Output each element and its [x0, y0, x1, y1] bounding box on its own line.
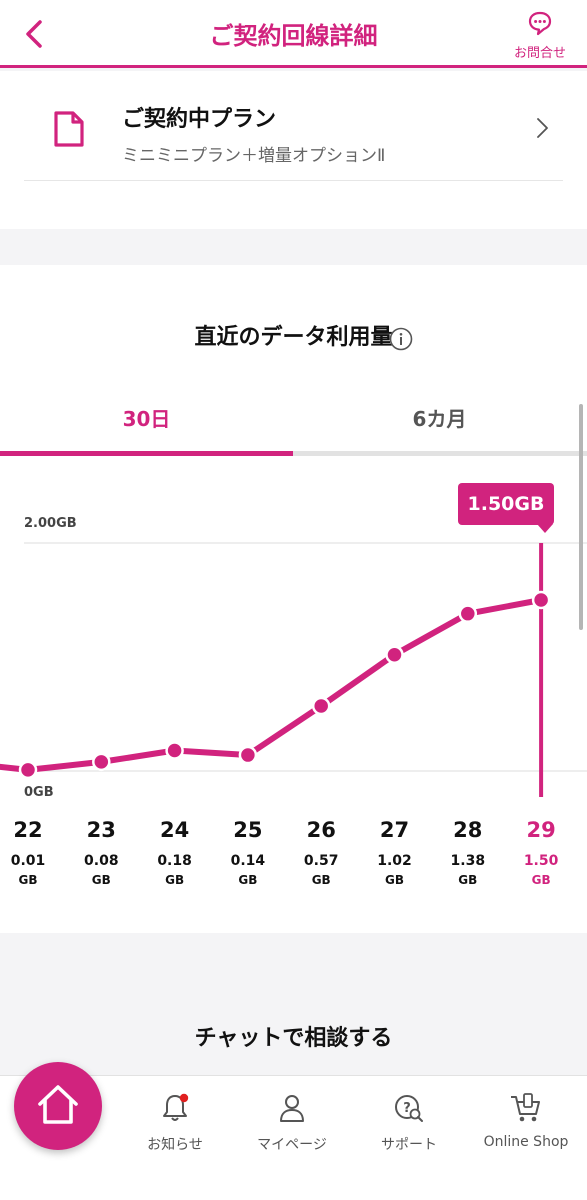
inquiry-button[interactable]: お問合せ [507, 10, 573, 61]
current-plan-row[interactable]: ご契約中プラン ミニミニプラン＋増量オプションⅡ [24, 71, 563, 181]
day-label-25: 25 [233, 818, 262, 842]
unit-label-22: GB [19, 873, 38, 887]
series-line [0, 597, 545, 773]
plan-title: ご契約中プラン [122, 107, 277, 132]
svg-text:?: ? [403, 1101, 411, 1116]
unit-label-29: GB [532, 873, 551, 887]
value-label-23: 0.08 [84, 853, 119, 869]
unit-label-28: GB [458, 873, 477, 887]
nav-item-mypage[interactable]: マイページ [237, 1092, 347, 1154]
nav-label-online-shop: Online Shop [483, 1134, 569, 1150]
bell-icon [163, 1093, 189, 1121]
nav-label-support: サポート [381, 1137, 437, 1153]
chat-bubble-icon [528, 11, 552, 36]
back-button[interactable] [14, 14, 54, 54]
chevron-left-icon [26, 20, 42, 48]
day-label-29: 29 [526, 818, 555, 842]
value-label-27: 1.02 [377, 853, 412, 869]
document-icon [54, 111, 84, 147]
unit-label-26: GB [312, 873, 331, 887]
day-label-28: 28 [453, 818, 482, 842]
data-point-24 [165, 741, 184, 760]
day-label-26: 26 [307, 818, 336, 842]
value-label-24: 0.18 [157, 853, 192, 869]
data-point-27 [385, 645, 404, 664]
chat-title[interactable]: チャットで相談する [194, 1026, 393, 1051]
data-point-29 [531, 590, 551, 610]
selected-value-tooltip: 1.50GB [458, 483, 554, 533]
value-label-25: 0.14 [231, 853, 266, 869]
nav-label-news: お知らせ [147, 1137, 203, 1153]
day-label-22: 22 [13, 818, 42, 842]
value-label-28: 1.38 [451, 853, 486, 869]
data-point-28 [458, 604, 478, 623]
plan-name: ミニミニプラン＋増量オプションⅡ [122, 146, 386, 166]
usage-title: 直近のデータ利用量 [194, 325, 393, 350]
data-usage-section: 直近のデータ利用量 30日 6カ月 2.00GB 0GB 22 0.01 GB 23 0.0… [0, 265, 587, 933]
unit-label-24: GB [165, 873, 184, 887]
data-point-26 [311, 696, 331, 716]
ytick-label-zero: 0GB [24, 785, 54, 800]
info-icon[interactable] [389, 327, 413, 351]
day-label-23: 23 [87, 818, 116, 842]
plan-card: ご契約中プラン ミニミニプラン＋増量オプションⅡ [0, 71, 587, 229]
tab-track [0, 451, 587, 456]
value-label-26: 0.57 [304, 853, 339, 869]
data-point-23 [92, 752, 111, 772]
nav-item-support[interactable]: ? サポート [354, 1092, 464, 1154]
nav-item-online-shop[interactable]: Online Shop [471, 1092, 581, 1150]
bottom-nav: お知らせ マイページ ? サポート Online Shop [0, 1075, 587, 1200]
home-button[interactable] [14, 1062, 102, 1150]
data-point-25 [238, 745, 258, 765]
data-point-22 [18, 760, 38, 780]
unit-label-25: GB [238, 873, 257, 887]
ytick-label-max: 2.00GB [24, 516, 77, 531]
person-icon [280, 1095, 304, 1122]
unit-label-23: GB [92, 873, 111, 887]
chevron-right-icon [537, 118, 548, 138]
cart-icon [511, 1093, 540, 1122]
support-icon: ? [395, 1095, 423, 1122]
day-label-27: 27 [380, 818, 409, 842]
day-label-24: 24 [160, 818, 189, 842]
nav-label-mypage: マイページ [257, 1137, 327, 1153]
tab-30-days[interactable]: 30日 [122, 407, 171, 431]
scrollbar[interactable] [579, 404, 583, 630]
nav-item-news[interactable]: お知らせ [120, 1092, 230, 1154]
unit-label-27: GB [385, 873, 404, 887]
app-header: ご契約回線詳細 お問合せ [0, 0, 587, 68]
tab-indicator [0, 451, 293, 456]
page-title: ご契約回線詳細 [209, 22, 378, 50]
tab-6-months[interactable]: 6カ月 [412, 407, 467, 431]
value-label-29: 1.50 [524, 853, 559, 869]
usage-line-chart: 2.00GB 0GB 22 0.01 GB 23 0.08 GB 24 0.18 GB 25 0.14 G… [0, 516, 587, 887]
home-icon [38, 1085, 78, 1124]
value-label-22: 0.01 [11, 853, 46, 869]
inquiry-label: お問合せ [513, 46, 566, 61]
